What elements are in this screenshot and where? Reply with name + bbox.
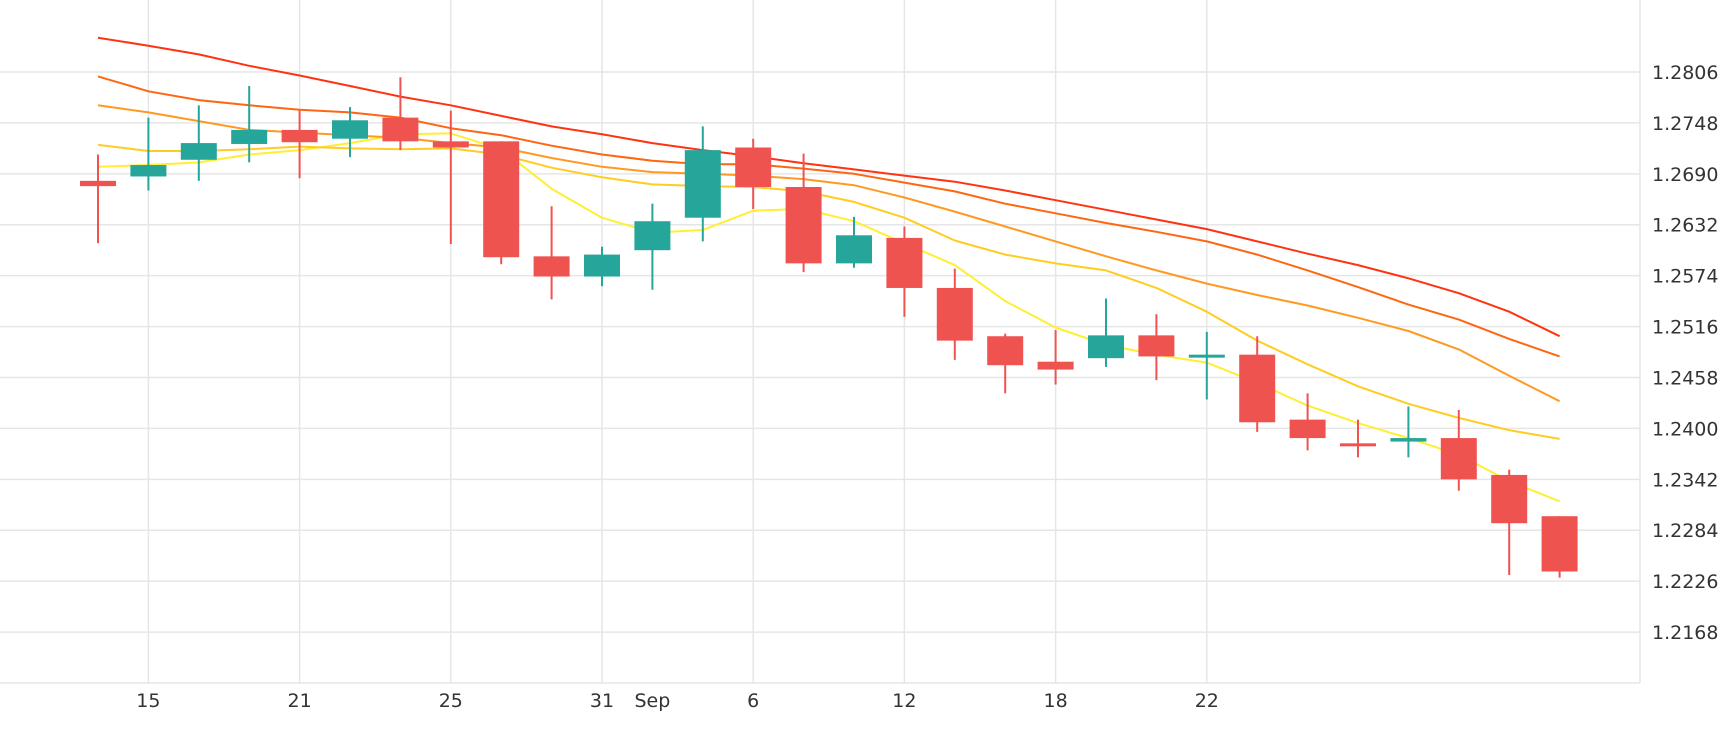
y-tick-label: 1.2632	[1652, 215, 1718, 237]
candle-up	[634, 203, 671, 290]
candle-body	[432, 141, 469, 148]
candle-body	[634, 221, 671, 251]
x-tick-label: 18	[1044, 690, 1068, 712]
candle-down	[886, 226, 923, 317]
candle-down	[936, 268, 973, 360]
candle-down	[785, 153, 822, 273]
candle-body	[584, 254, 620, 277]
candle-body	[1440, 438, 1477, 480]
candle-body	[533, 256, 570, 277]
ma-line-2	[97, 143, 1560, 440]
x-tick-label: Sep	[634, 690, 670, 712]
y-tick-label: 1.2458	[1652, 367, 1718, 389]
y-tick-label: 1.2690	[1652, 164, 1718, 186]
candle-body	[987, 336, 1024, 366]
price-axis: 1.2806 1.2748 1.2690 1.2632 1.2574 1.2516 1.24…	[1652, 62, 1718, 644]
candle-body	[1188, 354, 1225, 358]
candle-down	[80, 154, 116, 244]
y-tick-label: 1.2168	[1652, 622, 1718, 644]
ma-line-5	[97, 36, 1561, 338]
moving-average-lines	[97, 36, 1561, 503]
candle-down	[1541, 516, 1578, 578]
candle-down	[1491, 469, 1528, 576]
time-axis: 15 21 25 31 Sep 6 12 18 22	[136, 690, 1219, 712]
x-tick-label: 22	[1195, 690, 1219, 712]
candle-body	[1088, 335, 1124, 359]
y-tick-label: 1.2400	[1652, 418, 1718, 440]
candle-body	[382, 117, 419, 142]
candle-body	[1541, 516, 1578, 572]
candle-up	[130, 117, 167, 191]
candle-down	[483, 141, 520, 265]
candle-down	[1440, 409, 1477, 491]
candle-body	[332, 120, 368, 139]
y-tick-label: 1.2226	[1652, 571, 1718, 593]
candle-body	[80, 180, 116, 187]
candle-down	[1138, 314, 1175, 381]
candle-body	[1138, 335, 1175, 357]
candle-down	[281, 110, 318, 179]
candle-down	[1340, 419, 1376, 458]
candle-body	[1239, 354, 1276, 423]
candle-up	[231, 86, 268, 163]
candle-down	[1289, 393, 1326, 451]
candle-body	[836, 235, 872, 264]
candle-body	[1390, 438, 1427, 442]
candle-down	[1239, 336, 1276, 432]
y-tick-label: 1.2342	[1652, 469, 1718, 491]
x-tick-label: 15	[136, 690, 160, 712]
candle-up	[1188, 331, 1225, 400]
candle-up	[1088, 298, 1124, 367]
candle-body	[281, 129, 318, 143]
candle-up	[332, 107, 368, 158]
candle-down	[987, 333, 1024, 394]
candle-up	[180, 105, 217, 181]
candle-up	[836, 216, 872, 268]
candle-body	[1037, 361, 1074, 370]
grid	[0, 0, 1641, 684]
y-tick-label: 1.2516	[1652, 317, 1718, 339]
x-tick-label: 6	[747, 690, 759, 712]
candles	[80, 77, 1578, 578]
candle-up	[584, 246, 620, 287]
candle-down	[432, 110, 469, 245]
candle-body	[130, 165, 167, 177]
y-tick-label: 1.2284	[1652, 520, 1718, 542]
candle-body	[483, 141, 520, 258]
candle-up	[1390, 406, 1427, 458]
candle-body	[1491, 474, 1528, 524]
candle-body	[180, 143, 217, 160]
candle-body	[936, 287, 973, 341]
candle-body	[1289, 419, 1326, 439]
ma-line-3	[97, 104, 1561, 403]
candle-down	[1037, 330, 1074, 385]
candle-down	[382, 77, 419, 151]
y-tick-label: 1.2574	[1652, 266, 1718, 288]
candle-body	[785, 186, 822, 264]
y-tick-label: 1.2806	[1652, 62, 1718, 84]
ma-line-1	[97, 132, 1560, 503]
candle-body	[1340, 443, 1376, 447]
x-tick-label: 21	[288, 690, 312, 712]
candle-down	[735, 138, 772, 209]
ma-line-4	[97, 75, 1560, 358]
candle-down	[533, 206, 570, 300]
candle-up	[684, 126, 721, 242]
x-tick-label: 31	[590, 690, 614, 712]
x-tick-label: 12	[892, 690, 916, 712]
x-tick-label: 25	[439, 690, 463, 712]
candle-body	[886, 237, 923, 288]
candle-body	[684, 150, 721, 218]
candle-body	[735, 147, 772, 187]
y-tick-label: 1.2748	[1652, 113, 1718, 135]
candle-body	[231, 129, 268, 144]
